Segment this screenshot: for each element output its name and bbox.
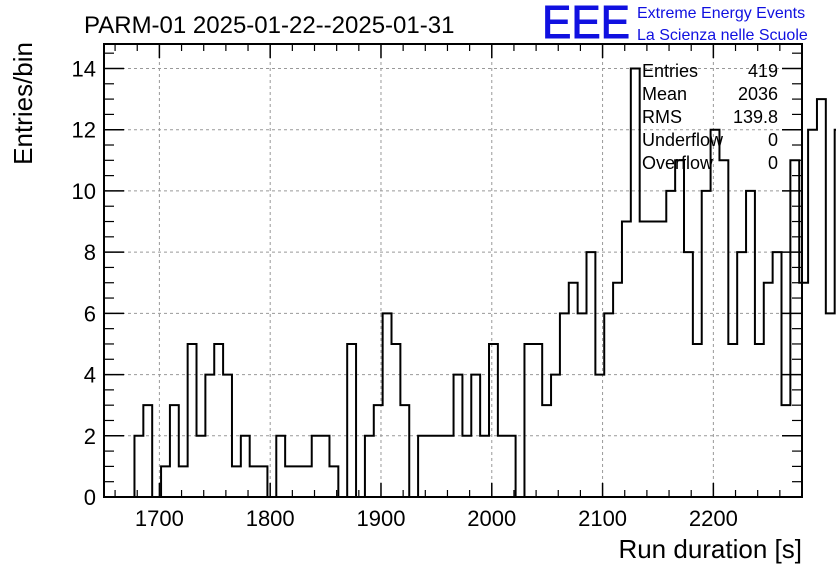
stat-label: Underflow <box>642 130 724 150</box>
y-tick-label: 2 <box>84 424 96 449</box>
plot-frame <box>103 43 803 498</box>
x-tick-label: 2100 <box>578 506 627 531</box>
axis-ticks <box>104 44 803 498</box>
x-tick-label: 1900 <box>357 506 406 531</box>
stat-value: 419 <box>748 61 778 81</box>
y-tick-label: 12 <box>72 118 96 143</box>
histogram-line <box>133 67 836 498</box>
y-tick-label: 4 <box>84 363 96 388</box>
eee-logo: EEE Extreme Energy Events La Scienza nel… <box>542 0 808 49</box>
x-tick-label: 1800 <box>246 506 295 531</box>
chart-title: PARM-01 2025-01-22--2025-01-31 <box>84 12 454 39</box>
y-tick-label: 14 <box>72 56 96 81</box>
tick-labels: 1700 1800 1900 2000 2100 2200 0 2 4 6 8 10 12 14 <box>72 56 738 531</box>
y-tick-label: 6 <box>84 301 96 326</box>
eee-logo-mark: EEE <box>542 0 630 48</box>
stat-label: RMS <box>642 107 682 127</box>
stat-value: 0 <box>768 153 778 173</box>
eee-logo-line1: Extreme Energy Events <box>637 5 805 22</box>
x-tick-label: 2200 <box>689 506 738 531</box>
stat-value: 0 <box>768 130 778 150</box>
stats-box: Entries 419 Mean 2036 RMS 139.8 Underflow 0 Over… <box>642 61 778 173</box>
x-tick-label: 2000 <box>467 506 516 531</box>
x-axis-label: Run duration [s] <box>618 534 802 564</box>
stat-value: 2036 <box>738 84 778 104</box>
stat-label: Mean <box>642 84 687 104</box>
stat-label: Overflow <box>642 153 714 173</box>
y-tick-label: 0 <box>84 485 96 510</box>
stat-value: 139.8 <box>733 107 778 127</box>
eee-logo-line2: La Scienza nelle Scuole <box>637 27 808 44</box>
y-tick-label: 8 <box>84 240 96 265</box>
x-tick-label: 1700 <box>135 506 184 531</box>
y-axis-label: Entries/bin <box>8 42 38 165</box>
stat-label: Entries <box>642 61 698 81</box>
y-tick-label: 10 <box>72 179 96 204</box>
